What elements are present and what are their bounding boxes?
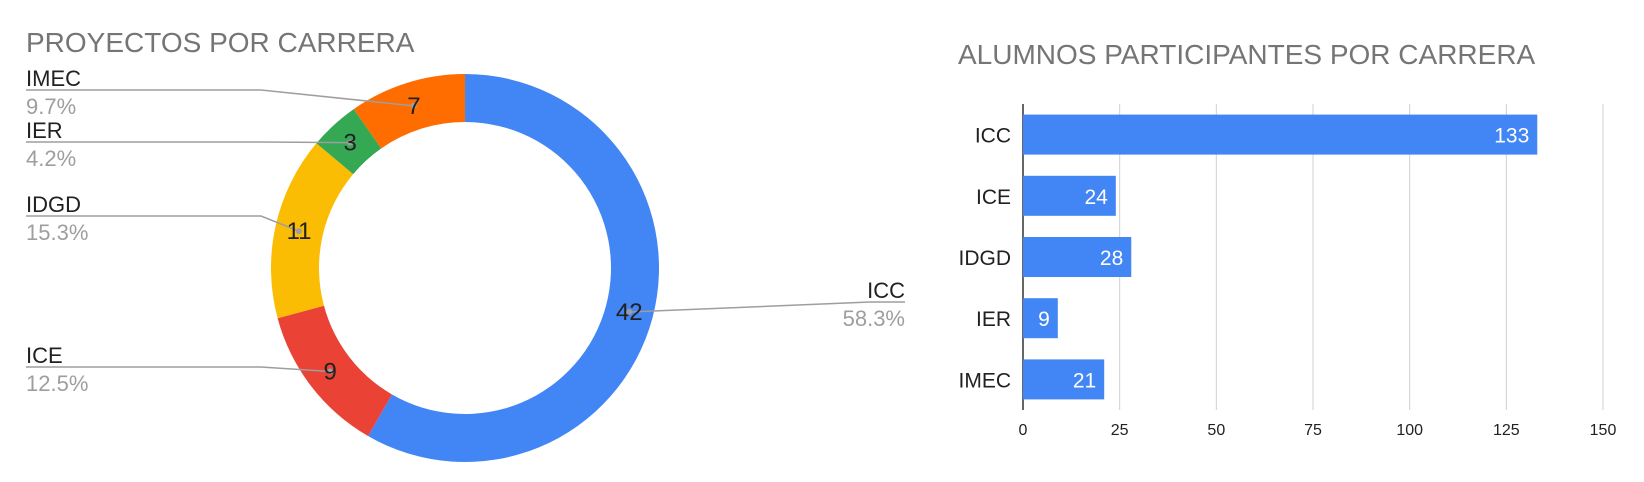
donut-leader-line-icc (629, 301, 905, 313)
bar-value-label-icc: 133 (1494, 125, 1529, 148)
y-category-label-ice: ICE (976, 186, 1011, 209)
x-tick-label-150: 150 (1590, 422, 1617, 439)
bar-imec[interactable] (1023, 359, 1105, 400)
donut-slice-ice[interactable] (277, 305, 392, 437)
donut-value-label-icc: 42 (616, 299, 643, 326)
donut-leader-dot-imec (410, 102, 417, 109)
donut-slice-icc[interactable] (368, 74, 659, 462)
donut-category-label-idgd: IDGD (26, 192, 81, 217)
bar-chart-title: ALUMNOS PARTICIPANTES POR CARRERA (958, 39, 1536, 70)
donut-value-label-imec: 7 (407, 93, 420, 120)
donut-value-label-ice: 9 (323, 358, 336, 385)
donut-value-label-ier: 3 (343, 130, 356, 157)
x-tick-label-100: 100 (1396, 422, 1423, 439)
donut-category-label-icc: ICC (867, 278, 905, 303)
y-category-label-ier: IER (976, 308, 1011, 331)
y-category-label-imec: IMEC (959, 369, 1012, 392)
y-category-label-icc: ICC (975, 125, 1011, 148)
donut-leader-line-imec (26, 89, 414, 107)
donut-percent-label-idgd: 15.3% (26, 220, 88, 245)
bar-value-label-ier: 9 (1038, 308, 1050, 331)
donut-leader-dot-icc (626, 308, 633, 315)
donut-leader-line-idgd (26, 215, 300, 232)
donut-value-label-idgd: 11 (287, 218, 312, 245)
x-tick-label-0: 0 (1019, 422, 1028, 439)
bar-value-label-ice: 24 (1084, 186, 1108, 209)
y-category-label-idgd: IDGD (959, 247, 1012, 270)
bar-ier[interactable] (1023, 298, 1058, 339)
donut-percent-label-ier: 4.2% (26, 146, 76, 171)
bar-idgd[interactable] (1023, 237, 1132, 277)
donut-leader-dot-ice (327, 368, 334, 375)
x-tick-label-75: 75 (1304, 422, 1322, 439)
donut-category-label-ice: ICE (26, 343, 63, 368)
bar-chart: ALUMNOS PARTICIPANTES POR CARRERA 133 ICC… (958, 39, 1616, 439)
bar-value-label-idgd: 28 (1100, 247, 1123, 270)
donut-leader-line-ier (26, 141, 351, 144)
donut-percent-label-icc: 58.3% (843, 306, 905, 331)
bar-value-label-imec: 21 (1073, 369, 1096, 392)
donut-slice-imec[interactable] (353, 74, 465, 149)
x-tick-label-125: 125 (1493, 422, 1520, 439)
x-tick-label-50: 50 (1207, 422, 1225, 439)
donut-category-label-imec: IMEC (26, 66, 81, 91)
donut-leader-dot-ier (347, 139, 354, 146)
bar-ice[interactable] (1023, 175, 1116, 216)
x-tick-label-25: 25 (1111, 422, 1129, 439)
donut-leader-line-ice (26, 366, 331, 373)
donut-percent-label-imec: 9.7% (26, 94, 76, 119)
bar-icc[interactable] (1023, 114, 1538, 155)
donut-category-label-ier: IER (26, 118, 63, 143)
donut-leader-dot-idgd (296, 228, 303, 235)
donut-chart-title: PROYECTOS POR CARRERA (26, 27, 415, 58)
donut-slice-idgd[interactable] (271, 143, 354, 319)
donut-chart: PROYECTOS POR CARRERA 42 ICC 58.3% 9 ICE 12.5… (26, 27, 905, 462)
donut-percent-label-ice: 12.5% (26, 371, 88, 396)
